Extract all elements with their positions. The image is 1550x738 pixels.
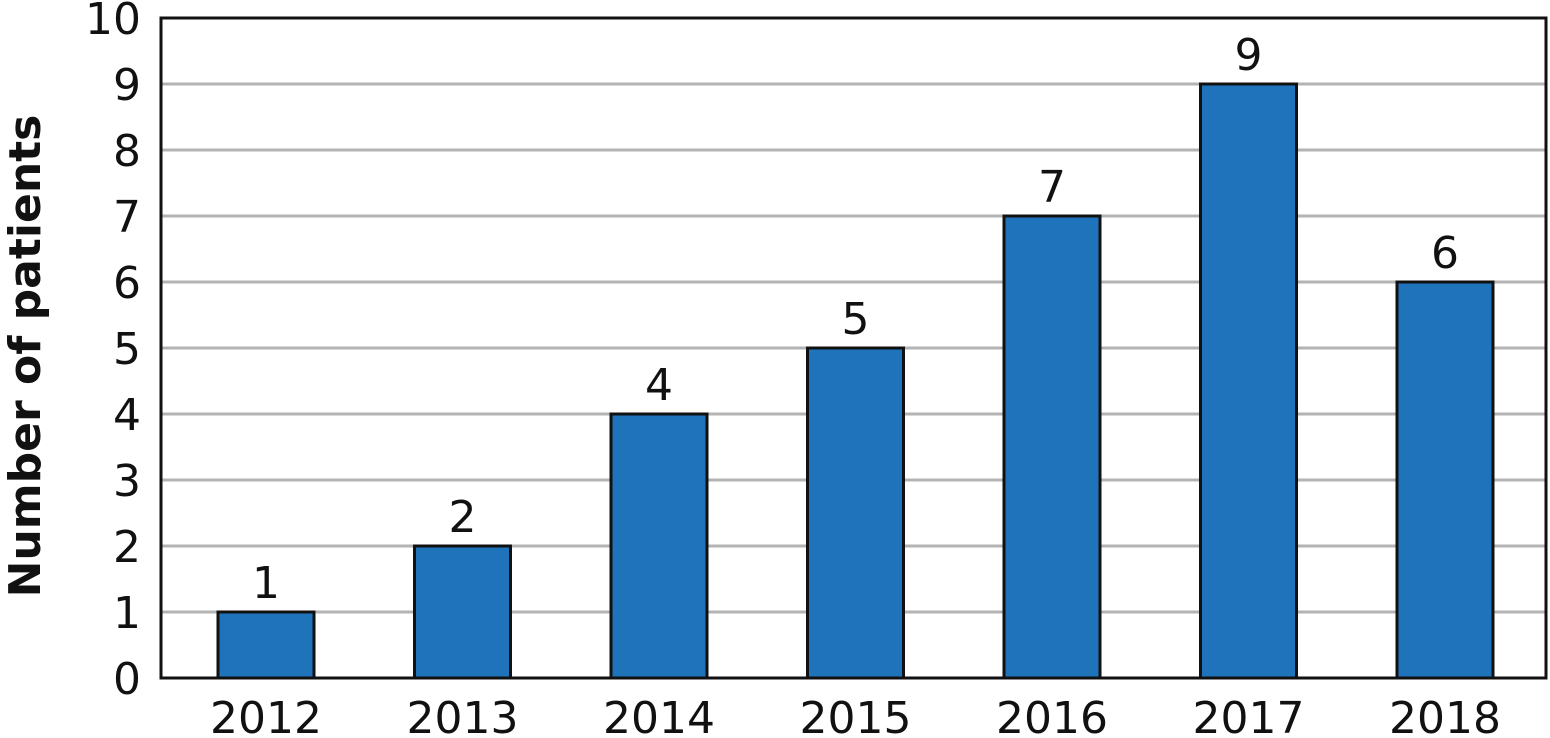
bar-2016: [1002, 214, 1102, 680]
data-label-2018: 6: [1431, 228, 1459, 279]
x-tick-label: 2013: [407, 693, 519, 738]
y-tick-label: 9: [113, 60, 141, 111]
x-tick-label: 2015: [800, 693, 912, 738]
x-tick-label: 2017: [1193, 693, 1305, 738]
x-tick-label: 2014: [603, 693, 715, 738]
y-tick-label: 2: [113, 522, 141, 573]
y-axis-title: Number of patients: [0, 115, 51, 598]
x-tick-label: 2016: [996, 693, 1108, 738]
x-tick-label: 2018: [1389, 693, 1501, 738]
data-label-2013: 2: [449, 492, 477, 543]
bar-2013: [413, 544, 512, 680]
bar-2017: [1199, 82, 1298, 680]
y-tick-label: 5: [113, 324, 141, 375]
y-tick-label: 7: [113, 192, 141, 243]
bar-2014: [609, 412, 709, 680]
data-label-2016: 7: [1038, 162, 1066, 213]
bars: [216, 82, 1495, 680]
y-tick-label: 8: [113, 126, 141, 177]
data-label-2017: 9: [1235, 30, 1263, 81]
data-label-2012: 1: [252, 558, 280, 609]
data-labels: 1 2 4 5 7 9 6: [252, 30, 1459, 609]
bar-2015: [806, 346, 905, 680]
y-tick-label: 1: [113, 588, 141, 639]
bar-2012: [216, 610, 316, 680]
y-tick-label: 4: [113, 390, 141, 441]
x-tick-label: 2012: [210, 693, 322, 738]
data-label-2015: 5: [842, 294, 870, 345]
y-tick-label: 0: [113, 654, 141, 705]
bar-2018: [1395, 280, 1495, 680]
data-label-2014: 4: [645, 360, 673, 411]
y-tick-label: 10: [85, 0, 141, 45]
y-axis-ticks: 0 1 2 3 4 5 6 7 8 9 10: [85, 0, 141, 705]
x-axis-ticks: 2012 2013 2014 2015 2016 2017 2018: [210, 693, 1501, 738]
plot-border: [159, 16, 1548, 680]
plot-frame: [159, 16, 1548, 680]
y-tick-label: 3: [113, 456, 141, 507]
y-tick-label: 6: [113, 258, 141, 309]
